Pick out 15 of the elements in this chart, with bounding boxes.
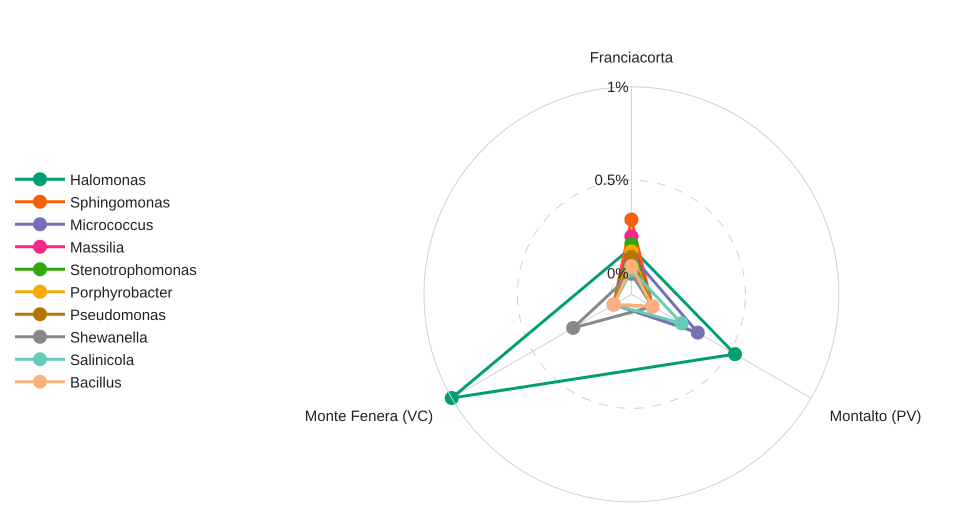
spoke-label: Montalto (PV) [830, 408, 922, 425]
legend-label: Bacillus [70, 374, 122, 392]
spoke-label: Franciacorta [590, 49, 674, 66]
y-tick-label: 0.5% [594, 172, 629, 190]
legend-label: Shewanella [70, 330, 148, 347]
legend-label: Massilia [70, 240, 125, 257]
y-tick-label: 1% [606, 78, 629, 96]
legend-label: Sphingomonas [70, 194, 170, 212]
legend-label: Salinicola [70, 352, 135, 370]
legend-label: Pseudomonas [70, 307, 166, 324]
legend-label: Porphyrobacter [70, 284, 173, 302]
legend-label: Halomonas [70, 172, 146, 190]
spoke-label: Monte Fenera (VC) [304, 408, 434, 425]
legend-label: Micrococcus [70, 217, 154, 234]
legend-label: Stenotrophomonas [70, 262, 197, 280]
